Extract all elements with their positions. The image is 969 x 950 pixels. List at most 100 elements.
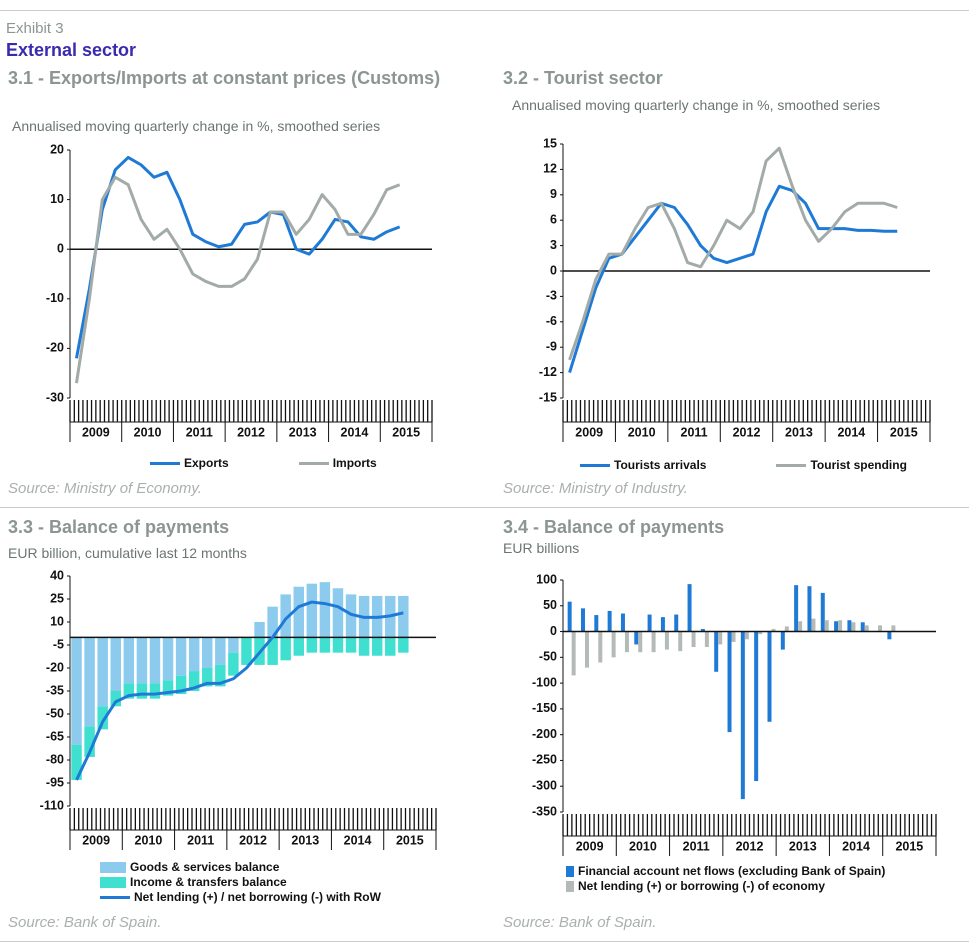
- bar: [306, 637, 318, 653]
- bar: [714, 631, 719, 672]
- y-tick-label: -110: [40, 798, 64, 812]
- y-tick-label: -20: [46, 341, 64, 355]
- x-tick-label: 2011: [681, 425, 708, 439]
- bar: [704, 631, 709, 648]
- x-tick-label: 2015: [890, 425, 918, 439]
- bar: [123, 683, 135, 699]
- y-tick-label: 100: [536, 572, 557, 586]
- x-tick-label: 2012: [237, 425, 265, 439]
- x-tick-label: 2010: [134, 425, 162, 439]
- bar: [267, 637, 278, 665]
- x-tick-label: 2012: [239, 833, 267, 847]
- bar: [740, 631, 745, 800]
- line: [568, 146, 898, 361]
- legend-swatch: [566, 865, 574, 877]
- bar: [123, 637, 135, 684]
- bar: [267, 606, 278, 638]
- x-tick-label: 2009: [575, 425, 603, 439]
- bar: [620, 613, 625, 632]
- bar: [887, 631, 892, 640]
- y-tick-label: -3: [546, 289, 557, 303]
- bar: [188, 637, 200, 672]
- bar: [607, 610, 612, 632]
- bar: [611, 631, 616, 658]
- y-tick-label: 12: [543, 162, 557, 176]
- bar: [228, 637, 239, 653]
- bar: [767, 631, 772, 722]
- x-tick-label: 2014: [842, 839, 870, 853]
- bar: [678, 631, 683, 652]
- bar: [162, 680, 174, 696]
- bar: [718, 631, 723, 645]
- legend-label: Goods & services balance: [130, 860, 280, 874]
- bar: [149, 637, 161, 684]
- bar: [97, 637, 108, 707]
- legend-swatch: [580, 463, 610, 467]
- chart-title: 3.3 - Balance of payments: [8, 517, 230, 537]
- legend: Financial account net flows (excluding B…: [566, 864, 885, 893]
- x-tick-label: 2013: [789, 839, 817, 853]
- exhibit-label: Exhibit 3: [6, 20, 64, 37]
- bar: [838, 620, 843, 632]
- legend-item: Income & transfers balance: [100, 875, 381, 889]
- x-tick-label: 2013: [289, 425, 317, 439]
- heading: External sector: [6, 40, 137, 60]
- bar: [71, 744, 82, 780]
- chart-source: Source: Ministry of Industry.: [503, 480, 688, 497]
- legend-item: Net lending (+) or borrowing (-) of econ…: [566, 879, 885, 893]
- legend: Goods & services balance Income & transfe…: [100, 860, 381, 904]
- bar: [624, 631, 629, 653]
- bar: [571, 631, 576, 676]
- y-tick-label: 15: [543, 136, 557, 150]
- bar: [71, 637, 82, 745]
- x-tick-label: 2014: [344, 833, 372, 847]
- y-tick-label: 50: [543, 598, 557, 612]
- y-tick-label: 20: [50, 142, 64, 156]
- bar: [202, 637, 213, 668]
- chart-subtitle: Annualised moving quarterly change in %,…: [12, 118, 381, 134]
- legend-label: Tourist spending: [810, 458, 907, 472]
- x-tick-label: 2010: [135, 833, 163, 847]
- y-tick-label: -9: [546, 339, 557, 353]
- bar: [647, 614, 652, 632]
- y-tick-label: -15: [539, 390, 557, 404]
- bar: [228, 652, 239, 676]
- legend-swatch: [150, 461, 180, 465]
- bar: [175, 675, 187, 695]
- x-tick-label: 2011: [187, 833, 214, 847]
- x-tick-label: 2011: [186, 425, 213, 439]
- bar: [175, 637, 187, 676]
- chart-subtitle: EUR billion, cumulative last 12 months: [8, 545, 247, 561]
- y-tick-label: -80: [46, 752, 64, 766]
- bar: [754, 631, 759, 782]
- bar: [771, 628, 776, 632]
- y-tick-label: 10: [50, 614, 64, 628]
- separator: [0, 507, 969, 508]
- y-tick-label: -50: [539, 650, 557, 664]
- y-tick-label: -35: [46, 683, 64, 697]
- legend-item: Imports: [298, 456, 377, 470]
- y-tick-label: -250: [532, 753, 557, 767]
- bar: [215, 664, 226, 687]
- x-tick-label: 2009: [576, 839, 604, 853]
- bar: [674, 614, 679, 632]
- bar: [878, 625, 883, 632]
- bar: [254, 622, 265, 638]
- legend-label: Tourists arrivals: [614, 458, 707, 472]
- legend-swatch: [100, 876, 126, 888]
- y-tick-label: -6: [546, 314, 557, 328]
- bar: [727, 631, 732, 733]
- chart-title: 3.1 - Exports/Imports at constant prices…: [8, 68, 441, 88]
- chart-source: Source: Bank of Spain.: [8, 914, 162, 931]
- bar: [319, 582, 331, 638]
- legend-label: Net lending (+) / net borrowing (-) with…: [134, 890, 381, 904]
- bar: [398, 637, 409, 653]
- bar: [110, 691, 121, 707]
- bar: [660, 617, 665, 632]
- bar: [280, 637, 291, 661]
- chart-title: 3.2 - Tourist sector: [503, 68, 663, 88]
- legend-swatch: [566, 880, 574, 892]
- legend-item: Tourists arrivals: [580, 458, 706, 472]
- y-tick-label: -95: [46, 775, 64, 789]
- separator: [0, 10, 969, 11]
